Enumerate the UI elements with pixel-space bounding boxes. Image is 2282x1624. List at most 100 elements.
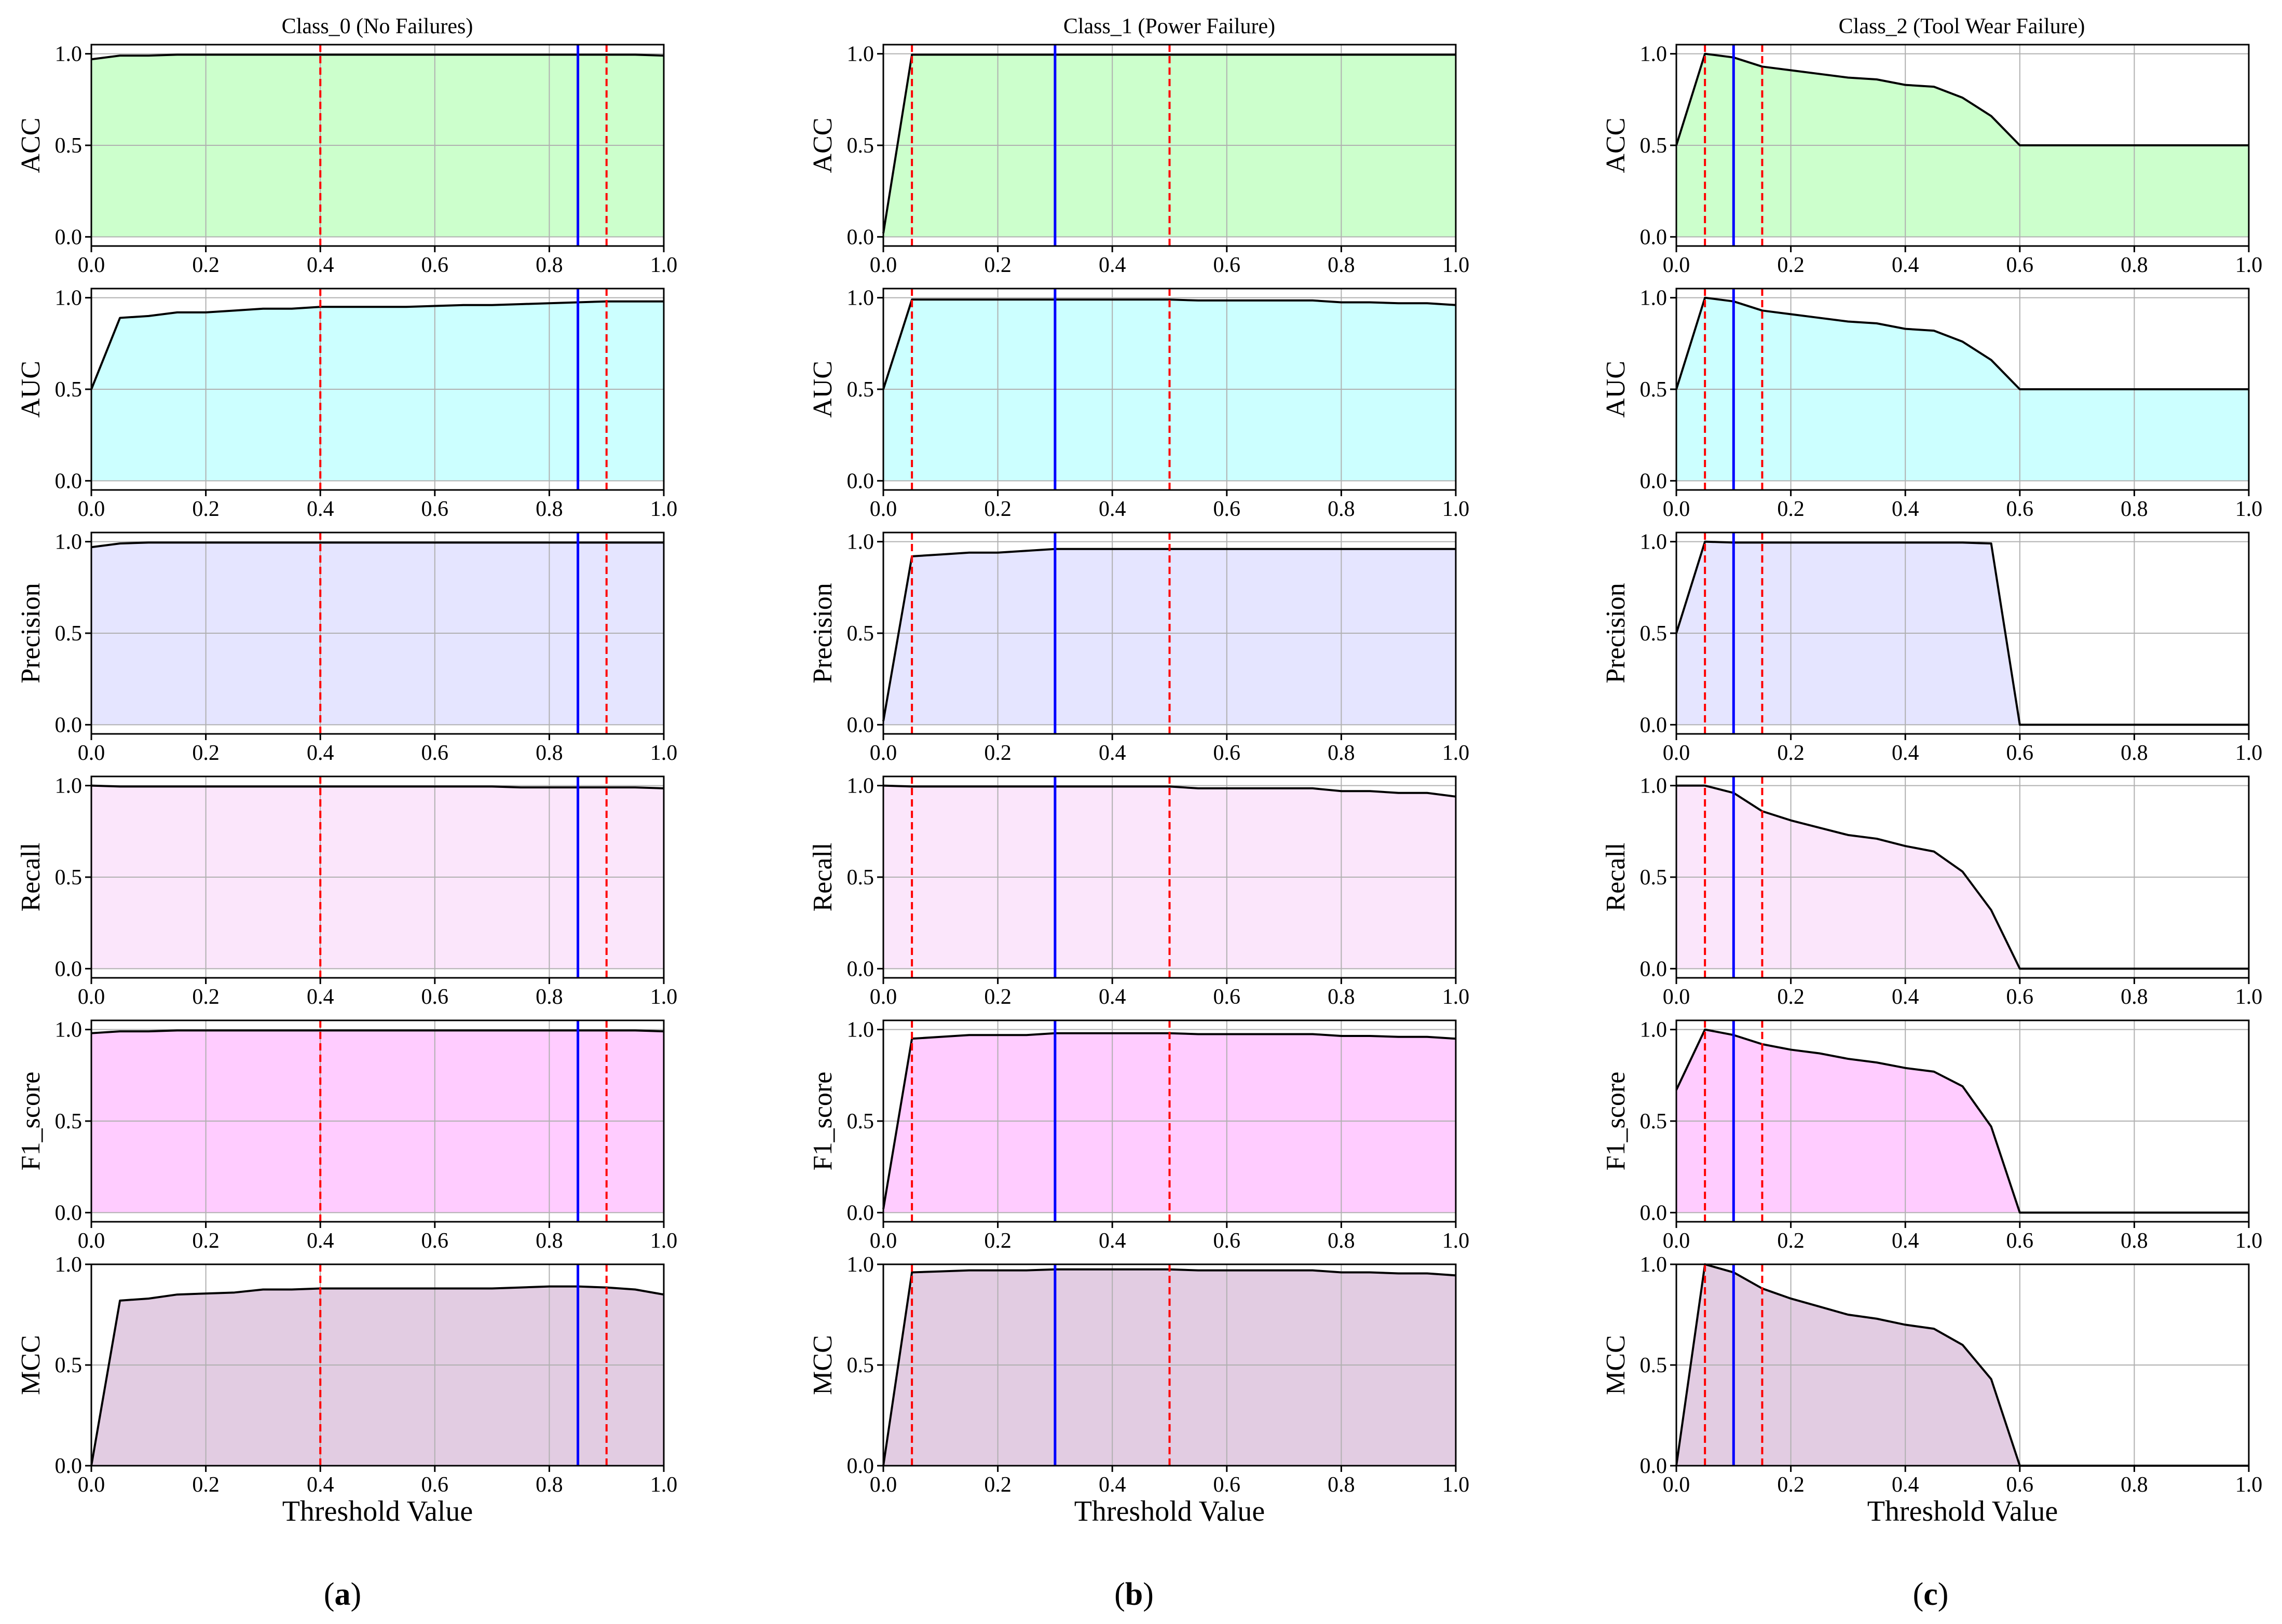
panel-letter-b: (b) (1114, 1577, 1154, 1612)
x-tick-label-0.2-c2-recall: 0.2 (1777, 985, 1805, 1009)
x-tick-label-0.2-c2-acc: 0.2 (1777, 253, 1805, 277)
y-axis-label-c2-precision: Precision (1601, 583, 1631, 684)
chart-c2-mcc: 0.0 0.2 0.4 0.6 0.8 1.0 0.0 0.5 1.0 MCC Threshold … (1601, 1253, 2262, 1527)
x-tick-label-0.0-c2-auc: 0.0 (1663, 497, 1690, 521)
x-tick-label-0.6-c2-precision: 0.6 (2006, 741, 2034, 765)
chart-c0-auc: 0.0 0.2 0.4 0.6 0.8 1.0 0.0 0.5 1.0 AUC (16, 286, 677, 521)
x-tick-label-0.2-c2-f1-score: 0.2 (1777, 1229, 1805, 1253)
y-tick-label-0.0-c1-f1-score: 0.0 (847, 1201, 874, 1225)
panel-letter-a: (a) (324, 1577, 361, 1612)
x-tick-label-1.0-c0-precision: 1.0 (650, 741, 678, 765)
y-tick-label-0.0-c0-acc: 0.0 (55, 225, 83, 249)
x-tick-label-0.0-c0-recall: 0.0 (78, 985, 105, 1009)
y-axis-label-c2-acc: ACC (1601, 118, 1631, 173)
x-tick-label-0.4-c2-auc: 0.4 (1892, 497, 1919, 521)
x-tick-label-1.0-c1-recall: 1.0 (1442, 985, 1470, 1009)
x-tick-label-0.6-c0-mcc: 0.6 (421, 1473, 449, 1497)
column-title-class-0: Class_0 (No Failures) (282, 15, 473, 38)
y-tick-label-1.0-c1-recall: 1.0 (847, 774, 874, 798)
chart-c0-acc: 0.0 0.2 0.4 0.6 0.8 1.0 0.0 0.5 1.0 ACC (16, 43, 677, 277)
x-tick-label-0.8-c2-recall: 0.8 (2121, 985, 2148, 1009)
x-tick-label-1.0-c1-f1-score: 1.0 (1442, 1229, 1470, 1253)
x-tick-label-0.4-c0-mcc: 0.4 (307, 1473, 334, 1497)
x-tick-label-0.2-c1-f1-score: 0.2 (984, 1229, 1012, 1253)
x-tick-label-0.8-c1-acc: 0.8 (1328, 253, 1355, 277)
y-tick-label-0.0-c2-f1-score: 0.0 (1640, 1201, 1668, 1225)
x-tick-label-0.0-c0-f1-score: 0.0 (78, 1229, 105, 1253)
y-axis-label-c1-auc: AUC (808, 361, 838, 418)
y-tick-label-0.0-c2-acc: 0.0 (1640, 225, 1668, 249)
y-axis-label-c2-f1-score: F1_score (1601, 1072, 1631, 1171)
x-tick-label-0.2-c0-mcc: 0.2 (192, 1473, 220, 1497)
y-tick-label-0.5-c1-f1-score: 0.5 (847, 1110, 874, 1134)
x-tick-label-0.8-c2-acc: 0.8 (2121, 253, 2148, 277)
x-tick-label-1.0-c2-acc: 1.0 (2235, 253, 2263, 277)
x-tick-label-0.8-c2-f1-score: 0.8 (2121, 1229, 2148, 1253)
series-line-c0-precision (91, 541, 664, 549)
y-axis-label-c0-mcc: MCC (16, 1335, 46, 1395)
area-fill-c0-mcc (91, 1286, 664, 1466)
series-line-c1-auc (882, 298, 1456, 390)
y-tick-label-0.5-c2-f1-score: 0.5 (1640, 1110, 1668, 1134)
y-axis-label-c1-mcc: MCC (808, 1335, 838, 1395)
x-tick-label-0.2-c1-acc: 0.2 (984, 253, 1012, 277)
y-axis-label-c2-auc: AUC (1601, 361, 1631, 418)
y-tick-label-0.0-c1-acc: 0.0 (847, 225, 874, 249)
x-tick-label-0.0-c2-mcc: 0.0 (1663, 1473, 1690, 1497)
series-line-c2-recall (1676, 784, 2249, 970)
x-tick-label-0.8-c1-mcc: 0.8 (1328, 1473, 1355, 1497)
y-tick-label-1.0-c0-mcc: 1.0 (55, 1253, 83, 1277)
chart-c2-precision: 0.0 0.2 0.4 0.6 0.8 1.0 0.0 0.5 1.0 Precision (1601, 530, 2262, 765)
x-tick-label-0.0-c1-recall: 0.0 (870, 985, 897, 1009)
x-tick-label-0.4-c2-mcc: 0.4 (1892, 1473, 1919, 1497)
x-axis-label-c2-mcc: Threshold Value (1867, 1495, 2058, 1527)
x-tick-label-0.8-c2-precision: 0.8 (2121, 741, 2148, 765)
x-tick-label-0.0-c1-f1-score: 0.0 (870, 1229, 897, 1253)
y-tick-label-0.0-c2-mcc: 0.0 (1640, 1454, 1668, 1478)
x-tick-label-0.0-c2-precision: 0.0 (1663, 741, 1690, 765)
x-tick-label-1.0-c2-mcc: 1.0 (2235, 1473, 2263, 1497)
x-tick-label-0.6-c2-f1-score: 0.6 (2006, 1229, 2034, 1253)
column-title-class-2: Class_2 (Tool Wear Failure) (1839, 15, 2085, 38)
x-tick-label-0.2-c1-auc: 0.2 (984, 497, 1012, 521)
x-tick-label-0.6-c1-acc: 0.6 (1213, 253, 1241, 277)
y-tick-label-0.0-c0-f1-score: 0.0 (55, 1201, 83, 1225)
x-tick-label-0.4-c2-acc: 0.4 (1892, 253, 1919, 277)
y-tick-label-0.5-c2-auc: 0.5 (1640, 378, 1668, 402)
x-tick-label-0.8-c0-mcc: 0.8 (536, 1473, 563, 1497)
y-tick-label-0.5-c1-precision: 0.5 (847, 622, 874, 646)
x-tick-label-0.4-c2-recall: 0.4 (1892, 985, 1919, 1009)
y-tick-label-1.0-c1-acc: 1.0 (847, 43, 874, 66)
x-tick-label-0.4-c1-f1-score: 0.4 (1099, 1229, 1126, 1253)
x-tick-label-0.6-c1-f1-score: 0.6 (1213, 1229, 1241, 1253)
y-tick-label-0.0-c1-auc: 0.0 (847, 469, 874, 493)
y-axis-label-c0-f1-score: F1_score (16, 1072, 46, 1171)
y-tick-label-0.5-c0-precision: 0.5 (55, 622, 83, 646)
x-tick-label-0.8-c0-acc: 0.8 (536, 253, 563, 277)
x-tick-label-0.2-c1-precision: 0.2 (984, 741, 1012, 765)
y-tick-label-1.0-c2-acc: 1.0 (1640, 43, 1668, 66)
x-tick-label-0.0-c2-acc: 0.0 (1663, 253, 1690, 277)
y-tick-label-1.0-c2-auc: 1.0 (1640, 286, 1668, 310)
area-fill-c1-f1-score (883, 1033, 1456, 1213)
series-line-c0-acc (91, 53, 664, 61)
x-tick-label-0.8-c1-f1-score: 0.8 (1328, 1229, 1355, 1253)
x-tick-label-0.6-c2-auc: 0.6 (2006, 497, 2034, 521)
x-tick-label-0.4-c2-precision: 0.4 (1892, 741, 1919, 765)
y-tick-label-1.0-c0-precision: 1.0 (55, 530, 83, 554)
y-axis-label-c2-recall: Recall (1601, 843, 1631, 912)
chart-c1-recall: 0.0 0.2 0.4 0.6 0.8 1.0 0.0 0.5 1.0 Recall (808, 774, 1469, 1009)
y-tick-label-1.0-c1-precision: 1.0 (847, 530, 874, 554)
x-tick-label-0.0-c1-acc: 0.0 (870, 253, 897, 277)
y-axis-label-c2-mcc: MCC (1601, 1335, 1631, 1395)
chart-c0-f1-score: 0.0 0.2 0.4 0.6 0.8 1.0 0.0 0.5 1.0 F1_score (16, 1018, 677, 1253)
chart-c0-recall: 0.0 0.2 0.4 0.6 0.8 1.0 0.0 0.5 1.0 Recall (16, 774, 677, 1009)
x-tick-label-1.0-c2-auc: 1.0 (2235, 497, 2263, 521)
series-line-c2-precision (1675, 540, 2249, 726)
y-tick-label-0.5-c0-recall: 0.5 (55, 866, 83, 890)
column-title-class-1: Class_1 (Power Failure) (1063, 15, 1275, 38)
y-tick-label-0.0-c0-recall: 0.0 (55, 957, 83, 981)
x-tick-label-0.4-c0-precision: 0.4 (307, 741, 334, 765)
x-tick-label-1.0-c0-auc: 1.0 (650, 497, 678, 521)
chart-c1-auc: 0.0 0.2 0.4 0.6 0.8 1.0 0.0 0.5 1.0 AUC (808, 286, 1469, 521)
